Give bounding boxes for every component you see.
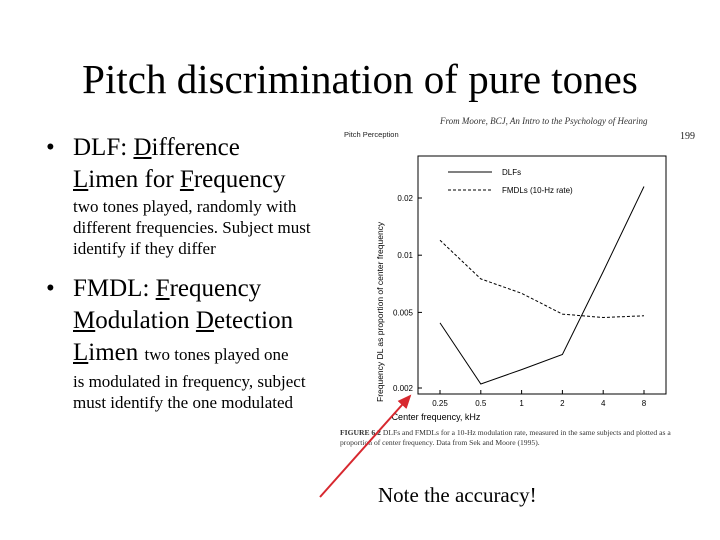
dlf-word-limen: imen for — [88, 166, 174, 193]
x-tick-label: 0.25 — [432, 399, 448, 408]
dlf-description: two tones played, randomly with differen… — [73, 197, 311, 258]
fmdl-initial-m: M — [73, 307, 96, 334]
y-axis-label: Frequency DL as proportion of center fre… — [375, 221, 385, 402]
y-tick-label: 0.01 — [397, 251, 413, 260]
dlf-initial-d: D — [133, 134, 152, 161]
fmdl-word-detection: etection — [213, 307, 294, 334]
bullet-marker: • — [46, 134, 55, 161]
figure-caption: DLFs and FMDLs for a 10-Hz modulation ra… — [340, 428, 671, 447]
bullet-fmdl: • FMDL: Frequency Modulation Detection L… — [46, 273, 336, 413]
legend-label: FMDLs (10-Hz rate) — [502, 186, 573, 195]
y-tick-label: 0.002 — [393, 384, 414, 393]
note-text: Note the accuracy! — [378, 483, 537, 507]
fmdl-description-start: two tones played one — [144, 345, 289, 364]
x-tick-label: 4 — [601, 399, 606, 408]
figure-caption-label: FIGURE 6.2 — [340, 428, 381, 437]
fmdl-word-frequency: requency — [169, 275, 262, 302]
fmdl-word-modulation: odulation — [95, 307, 190, 334]
dlf-initial-l: L — [73, 166, 89, 193]
slide-title: Pitch discrimination of pure tones — [82, 56, 638, 102]
dlf-series-line — [439, 186, 645, 385]
fmdl-description: is modulated in frequency, subject must … — [73, 372, 306, 412]
x-axis-label: Center frequency, kHz — [392, 412, 481, 422]
x-tick-label: 1 — [519, 399, 524, 408]
fmdl-initial-d: D — [195, 307, 214, 334]
bullet-dlf: • DLF: Difference Limen for Frequency tw… — [46, 132, 336, 259]
y-tick-label: 0.02 — [397, 194, 413, 203]
legend-label: DLFs — [502, 168, 521, 177]
figure-caption-wrap: FIGURE 6.2 DLFs and FMDLs for a 10-Hz mo… — [340, 428, 671, 447]
fmdl-series-line — [439, 239, 645, 319]
y-tick-label: 0.005 — [393, 308, 414, 317]
fmdl-word-limen: imen — [88, 339, 139, 366]
x-tick-label: 2 — [560, 399, 565, 408]
dlf-word-frequency: requency — [193, 166, 286, 193]
x-tick-label: 0.5 — [475, 399, 487, 408]
fmdl-abbr: FMDL: — [73, 275, 150, 302]
fmdl-initial-l: L — [73, 339, 89, 366]
frequency-dl-chart: From Moore, BCJ, An Intro to the Psychol… — [340, 116, 695, 447]
fmdl-initial-f: F — [155, 275, 170, 302]
bullet-list: • DLF: Difference Limen for Frequency tw… — [46, 132, 336, 413]
figure-page-number: 199 — [680, 131, 695, 142]
dlf-initial-f: F — [179, 166, 194, 193]
figure-source: From Moore, BCJ, An Intro to the Psychol… — [439, 116, 648, 126]
dlf-word-difference: ifference — [151, 134, 240, 161]
plot-frame — [417, 155, 667, 395]
dlf-abbr: DLF: — [73, 134, 128, 161]
figure-scan: From Moore, BCJ, An Intro to the Psychol… — [336, 112, 706, 462]
x-tick-label: 8 — [642, 399, 647, 408]
figure-header-left: Pitch Perception — [344, 130, 399, 139]
bullet-marker: • — [46, 275, 55, 302]
